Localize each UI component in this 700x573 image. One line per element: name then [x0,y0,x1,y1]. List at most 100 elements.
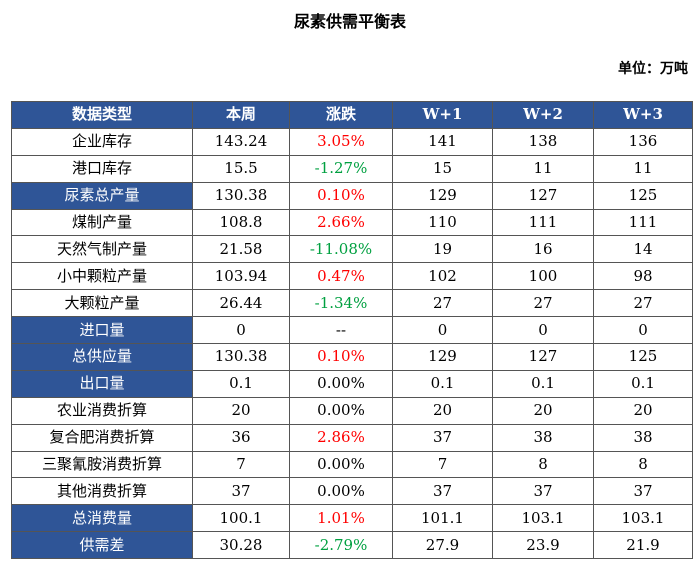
table-row: 小中颗粒产量 103.94 0.47% 102 100 98 [11,262,693,291]
change-value: 2.66% [289,208,393,237]
w3-value: 98 [593,262,693,291]
table-row: 出口量 0.1 0.00% 0.1 0.1 0.1 [11,369,693,398]
row-name: 煤制产量 [11,208,193,237]
table-row: 总供应量 130.38 0.10% 129 127 125 [11,343,693,371]
this-week-value: 20 [192,396,290,425]
this-week-value: 30.28 [192,531,290,560]
w1-value: 15 [392,154,493,183]
change-value: 0.00% [289,369,393,398]
w1-value: 110 [392,208,493,237]
w2-value: 27 [492,289,594,318]
w3-value: 37 [593,477,693,506]
w2-value: 103.1 [492,504,594,533]
row-name: 出口量 [11,369,193,398]
w3-value: 125 [593,343,693,371]
row-name: 供需差 [11,531,193,560]
w2-value: 0.1 [492,369,594,398]
unit-label: 单位：万吨 [618,61,688,77]
this-week-value: 21.58 [192,235,290,264]
w1-value: 20 [392,396,493,425]
header-change: 涨跌 [289,101,393,129]
w1-value: 0.1 [392,369,493,398]
table-row: 进口量 0 -- 0 0 0 [11,316,693,345]
w1-value: 37 [392,423,493,452]
header-w3: W+3 [593,101,693,129]
change-value: -1.27% [289,154,393,183]
table-row: 煤制产量 108.8 2.66% 110 111 111 [11,208,693,237]
w3-value: 125 [593,181,693,210]
this-week-value: 143.24 [192,127,290,156]
w1-value: 101.1 [392,504,493,533]
this-week-value: 15.5 [192,154,290,183]
w3-value: 38 [593,423,693,452]
w1-value: 7 [392,450,493,479]
w3-value: 27 [593,289,693,318]
w1-value: 19 [392,235,493,264]
w2-value: 8 [492,450,594,479]
w1-value: 27.9 [392,531,493,560]
this-week-value: 108.8 [192,208,290,237]
this-week-value: 26.44 [192,289,290,318]
this-week-value: 0 [192,316,290,345]
w3-value: 103.1 [593,504,693,533]
w2-value: 23.9 [492,531,594,560]
w3-value: 0.1 [593,369,693,398]
table-row: 农业消费折算 20 0.00% 20 20 20 [11,396,693,425]
w3-value: 14 [593,235,693,264]
this-week-value: 7 [192,450,290,479]
page-title: 尿素供需平衡表 [293,12,406,31]
row-name: 天然气制产量 [11,235,193,264]
row-name: 总消费量 [11,504,193,533]
w2-value: 20 [492,396,594,425]
this-week-value: 100.1 [192,504,290,533]
this-week-value: 130.38 [192,181,290,210]
row-name: 总供应量 [11,343,193,371]
change-value: -11.08% [289,235,393,264]
w1-value: 102 [392,262,493,291]
header-data-type: 数据类型 [11,101,193,129]
this-week-value: 103.94 [192,262,290,291]
w2-value: 100 [492,262,594,291]
w3-value: 136 [593,127,693,156]
row-name: 三聚氰胺消费折算 [11,450,193,479]
w1-value: 37 [392,477,493,506]
w1-value: 129 [392,343,493,371]
change-value: 0.00% [289,396,393,425]
table-row: 大颗粒产量 26.44 -1.34% 27 27 27 [11,289,693,318]
change-value: 3.05% [289,127,393,156]
table-row: 三聚氰胺消费折算 7 0.00% 7 8 8 [11,450,693,479]
this-week-value: 130.38 [192,343,290,371]
change-value: -- [289,316,393,345]
row-name: 企业库存 [11,127,193,156]
table-row: 尿素总产量 130.38 0.10% 129 127 125 [11,181,693,210]
w2-value: 138 [492,127,594,156]
table-row: 天然气制产量 21.58 -11.08% 19 16 14 [11,235,693,264]
w1-value: 27 [392,289,493,318]
row-name: 小中颗粒产量 [11,262,193,291]
table-header: 数据类型 本周 涨跌 W+1 W+2 W+3 [11,101,693,129]
change-value: 1.01% [289,504,393,533]
header-w2: W+2 [492,101,594,129]
table-row: 企业库存 143.24 3.05% 141 138 136 [11,127,693,156]
w3-value: 0 [593,316,693,345]
w3-value: 21.9 [593,531,693,560]
row-name: 港口库存 [11,154,193,183]
row-name: 农业消费折算 [11,396,193,425]
w3-value: 111 [593,208,693,237]
w2-value: 16 [492,235,594,264]
supply-demand-table: 数据类型 本周 涨跌 W+1 W+2 W+3 企业库存 143.24 3.05% 14… [11,101,693,560]
this-week-value: 36 [192,423,290,452]
w2-value: 127 [492,343,594,371]
table-row: 港口库存 15.5 -1.27% 15 11 11 [11,154,693,183]
row-name: 其他消费折算 [11,477,193,506]
w3-value: 8 [593,450,693,479]
change-value: 0.10% [289,181,393,210]
w2-value: 127 [492,181,594,210]
w2-value: 11 [492,154,594,183]
change-value: 0.00% [289,450,393,479]
table-row: 其他消费折算 37 0.00% 37 37 37 [11,477,693,506]
table-row: 总消费量 100.1 1.01% 101.1 103.1 103.1 [11,504,693,533]
change-value: 0.47% [289,262,393,291]
change-value: 2.86% [289,423,393,452]
w3-value: 20 [593,396,693,425]
